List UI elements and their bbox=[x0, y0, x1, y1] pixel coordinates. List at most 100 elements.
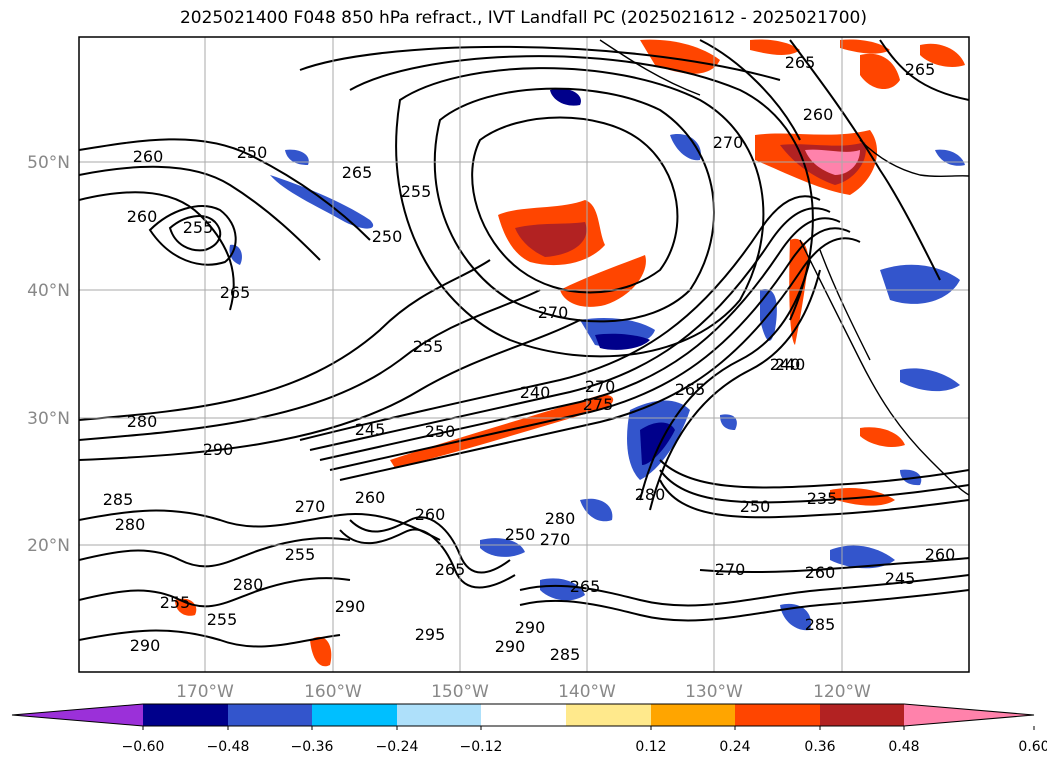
contour-label: 255 bbox=[160, 593, 191, 612]
contour-label: 260 bbox=[803, 105, 834, 124]
longitude-label: 140°W bbox=[558, 682, 616, 702]
longitude-label: 170°W bbox=[176, 682, 234, 702]
map-frame bbox=[78, 36, 970, 673]
contour-label: 265 bbox=[675, 380, 706, 399]
contour-label: 255 bbox=[207, 610, 238, 629]
contour-label: 265 bbox=[785, 53, 816, 72]
shaded-region bbox=[880, 264, 960, 304]
shaded-region bbox=[515, 222, 587, 257]
latitude-label: 30°N bbox=[27, 409, 70, 429]
coastline bbox=[599, 39, 969, 496]
contour-label: 260 bbox=[133, 147, 164, 166]
shaded-region bbox=[670, 134, 701, 161]
colorbar-segment bbox=[397, 704, 481, 726]
contour-label: 250 bbox=[425, 422, 456, 441]
longitude-label: 120°W bbox=[813, 682, 871, 702]
contour-label: 265 bbox=[342, 163, 373, 182]
contour-label: 265 bbox=[435, 560, 466, 579]
contour-labels: 260 250 265 255 260 255 250 265 270 255 240 245 250 2… bbox=[103, 53, 956, 664]
contour-label: 270 bbox=[713, 133, 744, 152]
contour-label: 255 bbox=[183, 218, 214, 237]
colorbar-tick-label: −0.60 bbox=[122, 739, 165, 755]
contour-label: 240 bbox=[775, 355, 806, 374]
contour-label: 280 bbox=[545, 509, 576, 528]
shaded-region bbox=[480, 538, 525, 557]
contour-label: 290 bbox=[495, 637, 526, 656]
contour-label: 260 bbox=[805, 563, 836, 582]
colorbar-tick-label: 0.60 bbox=[1018, 739, 1047, 755]
contour-label: 280 bbox=[635, 485, 666, 504]
shaded-region bbox=[840, 39, 890, 54]
contour-label: 285 bbox=[550, 645, 581, 664]
longitude-label: 150°W bbox=[431, 682, 489, 702]
colorbar-segment bbox=[651, 704, 735, 726]
contour-label: 245 bbox=[885, 569, 916, 588]
shaded-region bbox=[175, 598, 197, 616]
shaded-region bbox=[229, 244, 242, 265]
colorbar-tick-label: 0.12 bbox=[635, 739, 666, 755]
shaded-region bbox=[640, 39, 720, 74]
contour-label: 240 bbox=[770, 355, 801, 374]
shaded-region bbox=[560, 255, 646, 307]
longitude-label: 130°W bbox=[685, 682, 743, 702]
shaded-region bbox=[830, 545, 895, 569]
contour-label: 260 bbox=[925, 545, 956, 564]
contour-label: 250 bbox=[372, 227, 403, 246]
shaded-region bbox=[920, 43, 965, 67]
contour-label: 250 bbox=[740, 497, 771, 516]
contour-label: 290 bbox=[335, 597, 366, 616]
colorbar-segment bbox=[481, 704, 566, 726]
shaded-region bbox=[860, 427, 905, 447]
colorbar-tick-label: 0.24 bbox=[719, 739, 750, 755]
shaded-region bbox=[580, 498, 613, 522]
colorbar-extend-high bbox=[904, 704, 1034, 726]
latitude-label: 50°N bbox=[27, 153, 70, 173]
colorbar: −0.60 −0.48 −0.36 −0.24 −0.12 0.12 0.24 0.36 0.4… bbox=[11, 703, 1047, 755]
contour-label: 285 bbox=[805, 615, 836, 634]
colorbar-tick-label: −0.36 bbox=[291, 739, 334, 755]
graticule bbox=[79, 37, 969, 672]
contour-label: 270 bbox=[585, 377, 616, 396]
contour-lines bbox=[79, 39, 969, 648]
contour-label: 280 bbox=[127, 412, 158, 431]
contour-label: 290 bbox=[130, 636, 161, 655]
shaded-region bbox=[595, 333, 650, 350]
shaded-region bbox=[285, 149, 309, 165]
contour-label: 235 bbox=[807, 489, 838, 508]
shaded-region bbox=[780, 603, 811, 631]
contour-label: 260 bbox=[127, 207, 158, 226]
contour-label: 245 bbox=[355, 420, 386, 439]
contour-label: 255 bbox=[285, 545, 316, 564]
colorbar-tick-label: 0.36 bbox=[804, 739, 835, 755]
colorbar-segment bbox=[312, 704, 397, 726]
shaded-region bbox=[550, 88, 581, 106]
longitude-labels: 170°W 160°W 150°W 140°W 130°W 120°W bbox=[176, 682, 871, 702]
colorbar-tick-label: −0.24 bbox=[376, 739, 419, 755]
contour-label: 280 bbox=[115, 515, 146, 534]
shaded-region bbox=[540, 578, 585, 601]
contour-label: 260 bbox=[415, 505, 446, 524]
contour-label: 270 bbox=[538, 303, 569, 322]
latitude-label: 20°N bbox=[27, 536, 70, 556]
map-title: 2025021400 F048 850 hPa refract., IVT La… bbox=[179, 8, 867, 28]
colorbar-segment bbox=[566, 704, 651, 726]
latitude-labels: 50°N 40°N 30°N 20°N bbox=[27, 153, 70, 556]
colorbar-extend-low bbox=[12, 704, 143, 726]
colorbar-tick-label: −0.12 bbox=[460, 739, 503, 755]
contour-label: 250 bbox=[505, 525, 536, 544]
contour-label: 255 bbox=[413, 337, 444, 356]
longitude-label: 160°W bbox=[304, 682, 362, 702]
shaded-region bbox=[860, 53, 900, 90]
contour-label: 270 bbox=[715, 560, 746, 579]
colorbar-tick-label: −0.48 bbox=[207, 739, 250, 755]
colorbar-segment bbox=[735, 704, 820, 726]
contour-label: 290 bbox=[515, 618, 546, 637]
contour-label: 265 bbox=[570, 577, 601, 596]
latitude-label: 40°N bbox=[27, 281, 70, 301]
contour-label: 265 bbox=[905, 60, 936, 79]
colorbar-segment bbox=[820, 704, 904, 726]
shaded-region bbox=[310, 636, 332, 667]
contour-label: 250 bbox=[237, 143, 268, 162]
contour-label: 255 bbox=[401, 182, 432, 201]
